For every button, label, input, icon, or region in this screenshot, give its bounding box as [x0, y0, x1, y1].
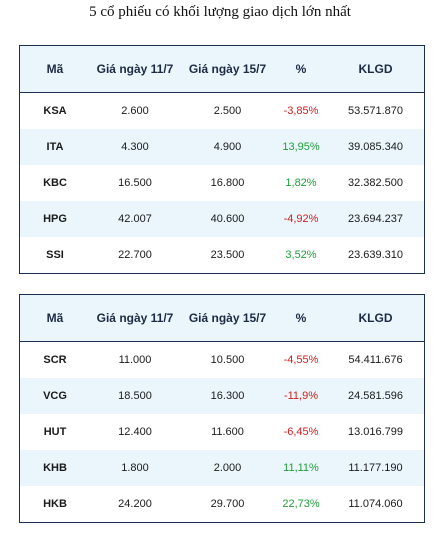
cell-ma: VCG	[43, 390, 67, 402]
table-row: KHB 1.800 2.000 11,11% 11.177.190	[20, 450, 424, 486]
cell-ma: HUT	[43, 426, 67, 438]
cell-klgd: 13.016.799	[347, 426, 404, 438]
table-row: VCG 18.500 16.300 -11,9% 24.581.596	[20, 378, 424, 414]
cell-ma: KSA	[43, 105, 67, 117]
cell-pct: -3,85%	[283, 105, 319, 117]
cell-klgd: 23.639.310	[347, 249, 404, 261]
cell-gia-15-7: 4.900	[213, 141, 242, 153]
header-ma: Mã	[46, 311, 64, 325]
table-header-row: Mã Giá ngày 11/7 Giá ngày 15/7 % KLGD	[20, 46, 424, 93]
cell-pct: 22,73%	[282, 498, 320, 510]
cell-pct: -4,55%	[283, 354, 319, 366]
cell-pct: 1,82%	[285, 177, 317, 189]
cell-gia-15-7: 2.000	[213, 462, 242, 474]
header-pct: %	[295, 311, 307, 325]
header-gia-11-7: Giá ngày 11/7	[96, 311, 174, 325]
stock-table-2: Mã Giá ngày 11/7 Giá ngày 15/7 % KLGD SC…	[19, 294, 425, 523]
cell-ma: KHB	[43, 462, 67, 474]
cell-klgd: 11.177.190	[348, 462, 403, 474]
cell-gia-15-7: 16.300	[210, 390, 245, 402]
table-row: KBC 16.500 16.800 1,82% 32.382.500	[20, 165, 424, 201]
cell-klgd: 11.074.060	[348, 498, 403, 510]
table-header-row: Mã Giá ngày 11/7 Giá ngày 15/7 % KLGD	[20, 295, 424, 342]
cell-gia-15-7: 40.600	[210, 213, 245, 225]
cell-gia-15-7: 11.600	[211, 426, 244, 438]
cell-pct: -11,9%	[283, 390, 319, 402]
cell-pct: -6,45%	[283, 426, 319, 438]
cell-gia-15-7: 10.500	[210, 354, 245, 366]
table-row: ITA 4.300 4.900 13,95% 39.085.340	[20, 129, 424, 165]
table-row: HKB 24.200 29.700 22,73% 11.074.060	[20, 486, 424, 522]
cell-ma: SSI	[46, 249, 64, 261]
header-ma: Mã	[46, 62, 64, 76]
cell-pct: 11,11%	[283, 462, 319, 474]
header-klgd: KLGD	[358, 62, 393, 76]
cell-pct: -4,92%	[283, 213, 319, 225]
header-gia-15-7: Giá ngày 15/7	[188, 62, 267, 76]
cell-klgd: 53.571.870	[347, 105, 404, 117]
page-title: 5 cổ phiếu có khối lượng giao dịch lớn n…	[89, 4, 351, 20]
cell-gia-11-7: 11.000	[118, 354, 152, 366]
header-pct: %	[295, 62, 307, 76]
table-row: SCR 11.000 10.500 -4,55% 54.411.676	[20, 342, 424, 378]
cell-gia-11-7: 42.007	[118, 213, 152, 225]
cell-gia-11-7: 1.800	[121, 462, 149, 474]
cell-gia-15-7: 23.500	[210, 249, 245, 261]
cell-gia-11-7: 16.500	[118, 177, 152, 189]
cell-ma: ITA	[46, 141, 64, 153]
cell-gia-11-7: 22.700	[118, 249, 152, 261]
cell-gia-15-7: 2.500	[213, 105, 242, 117]
cell-pct: 13,95%	[282, 141, 320, 153]
cell-gia-11-7: 2.600	[121, 105, 149, 117]
table-row: HUT 12.400 11.600 -6,45% 13.016.799	[20, 414, 424, 450]
cell-gia-15-7: 29.700	[210, 498, 245, 510]
cell-gia-11-7: 18.500	[118, 390, 152, 402]
header-klgd: KLGD	[358, 311, 393, 325]
cell-klgd: 32.382.500	[347, 177, 404, 189]
table-row: HPG 42.007 40.600 -4,92% 23.694.237	[20, 201, 424, 237]
table-row: KSA 2.600 2.500 -3,85% 53.571.870	[20, 93, 424, 129]
header-gia-15-7: Giá ngày 15/7	[188, 311, 267, 325]
cell-klgd: 24.581.596	[347, 390, 404, 402]
cell-klgd: 54.411.676	[348, 354, 403, 366]
table-row: SSI 22.700 23.500 3,52% 23.639.310	[20, 237, 424, 273]
cell-klgd: 23.694.237	[347, 213, 404, 225]
stock-table-1: Mã Giá ngày 11/7 Giá ngày 15/7 % KLGD KS…	[19, 45, 425, 274]
cell-gia-15-7: 16.800	[210, 177, 245, 189]
cell-gia-11-7: 24.200	[118, 498, 152, 510]
cell-ma: SCR	[43, 354, 67, 366]
cell-gia-11-7: 4.300	[121, 141, 149, 153]
header-gia-11-7: Giá ngày 11/7	[96, 62, 174, 76]
cell-ma: HKB	[43, 498, 67, 510]
cell-pct: 3,52%	[285, 249, 317, 261]
cell-gia-11-7: 12.400	[118, 426, 152, 438]
cell-ma: HPG	[43, 213, 67, 225]
cell-klgd: 39.085.340	[347, 141, 404, 153]
cell-ma: KBC	[43, 177, 67, 189]
